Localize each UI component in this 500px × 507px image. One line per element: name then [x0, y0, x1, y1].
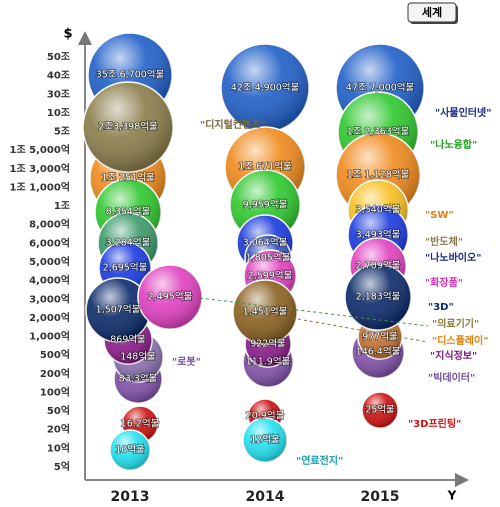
- annotation: "디스플레이": [432, 334, 488, 347]
- annotation: "나노바이오": [425, 251, 481, 264]
- labels: 35조 6,700억불 1조 251억불 2조3,398억불 8,354억불 3,284…: [95, 68, 492, 467]
- y-tick-label: 200억: [40, 368, 70, 380]
- bubble-label: 20.9억불: [246, 410, 285, 422]
- bubble-label: 3,064억불: [243, 237, 288, 249]
- bubble-label: 9,959억불: [243, 199, 288, 211]
- x-tick-label: 2015: [361, 489, 400, 505]
- annotation: "3D": [428, 302, 454, 313]
- y-tick-label: 50조: [47, 51, 70, 63]
- bubbles: [82, 32, 425, 471]
- y-tick-label: 2,000억: [29, 312, 70, 324]
- bubble-label: 8,354억불: [106, 206, 151, 218]
- bubble-label: 1조 251억불: [101, 172, 155, 184]
- y-tick-label: 5억: [54, 461, 70, 473]
- bubble-label: 10억불: [115, 444, 145, 456]
- bubble-label: 1,451억불: [243, 306, 288, 318]
- bubble-label: 1조 671억불: [238, 161, 292, 173]
- bubble-label: 148억불: [120, 351, 156, 363]
- bubble-label: 2,183억불: [356, 291, 401, 303]
- bubble-label: 2,709억불: [356, 260, 401, 272]
- y-tick-label: 1조: [54, 200, 70, 212]
- annotation: "지식정보": [430, 349, 477, 362]
- y-tick-label: 30조: [47, 88, 70, 100]
- annotation: "나노융합": [430, 138, 477, 151]
- bubble-label: 869억불: [110, 334, 146, 346]
- bubble-label: 1조 2,363억불: [347, 126, 410, 138]
- y-tick-label: 10억: [47, 442, 70, 454]
- bubble-label: 83.3억불: [119, 373, 158, 385]
- bubble-label: 2조3,398억불: [98, 121, 158, 133]
- y-tick-label: 5,000억: [29, 256, 70, 268]
- bubble-shine: [86, 278, 150, 342]
- annotation: "디지털컨텐츠": [200, 118, 266, 131]
- annotation: "반도체": [425, 235, 463, 248]
- bubble-shine: [221, 44, 309, 132]
- annotation: "3D프린팅": [408, 417, 461, 430]
- annotation: "빅데이터": [428, 371, 475, 384]
- bubble-label: 3,493억불: [356, 229, 401, 241]
- annotation: "연료전지": [296, 454, 343, 467]
- annotation: "화장품": [425, 276, 463, 289]
- bubble-shine: [243, 418, 287, 462]
- bubble-label: 1조 1,128억불: [347, 169, 410, 181]
- bubble-label: 25억불: [365, 404, 395, 416]
- bubble-shine: [362, 392, 398, 428]
- y-tick-label: 1조 3,000억: [10, 163, 70, 175]
- bubble-label: 16.2억불: [121, 418, 160, 430]
- badge: [407, 2, 457, 23]
- bubble-label: 12억불: [250, 434, 280, 446]
- bubble-label: 977억불: [362, 331, 398, 343]
- y-tick-label: 1조 5,000억: [10, 144, 70, 156]
- y-tick-label: 3,000억: [29, 293, 70, 305]
- bubble-label: 1,805억불: [246, 252, 291, 264]
- annotation: "사물인터넷": [435, 106, 491, 119]
- y-tick-label: 10조: [47, 107, 70, 119]
- bubble-label: 42조 4,900억불: [231, 82, 300, 94]
- bubble-label: 2,495억불: [148, 291, 193, 303]
- bubble-label: 35조 6,700억불: [96, 69, 165, 81]
- bubble-label: 2,695억불: [103, 262, 148, 274]
- annotation: "의료기기": [432, 317, 479, 330]
- y-tick-label: 6,000억: [29, 237, 70, 249]
- y-tick-label: 20억: [47, 424, 70, 436]
- bubble-label: 47조 7,000억불: [346, 82, 415, 94]
- bubble-shine: [138, 265, 202, 329]
- bubble-label: 3,540억불: [356, 204, 401, 216]
- bubble-label: 146.4억불: [356, 346, 401, 358]
- y-tick-label: 4,000억: [29, 275, 70, 287]
- bubble-shine: [83, 82, 173, 172]
- x-axis-label: Y: [447, 489, 457, 503]
- bubble-label: 922억불: [250, 338, 286, 350]
- y-tick-label: 8,000억: [29, 219, 70, 231]
- bubble-shine: [345, 264, 411, 330]
- bubble-label: 3,284억불: [106, 237, 151, 249]
- annotation: "로봇": [172, 356, 201, 368]
- y-tick-label: 5조: [54, 126, 70, 138]
- bubble-shine: [110, 430, 150, 470]
- bubble-label: 111.9억불: [246, 356, 291, 368]
- y-tick-label: 50억: [47, 405, 70, 417]
- leader-line: [291, 317, 429, 343]
- bubble-shine: [233, 280, 297, 344]
- y-tick-label: 500억: [40, 349, 70, 361]
- y-axis-label: $: [63, 27, 72, 42]
- bubble-label: 1,507억불: [96, 304, 141, 316]
- y-tick-label: 1조 1,000억: [10, 181, 70, 193]
- x-tick-label: 2013: [111, 489, 150, 505]
- annotation: "SW": [425, 210, 454, 221]
- y-tick-label: 100억: [40, 386, 70, 398]
- x-tick-label: 2014: [246, 489, 285, 505]
- y-tick-label: 1,000억: [29, 331, 70, 343]
- badge-text: 세계: [422, 5, 442, 19]
- leader-line: [199, 297, 429, 327]
- bubble-label: 2,599억불: [248, 270, 293, 282]
- y-tick-label: 40조: [47, 70, 70, 82]
